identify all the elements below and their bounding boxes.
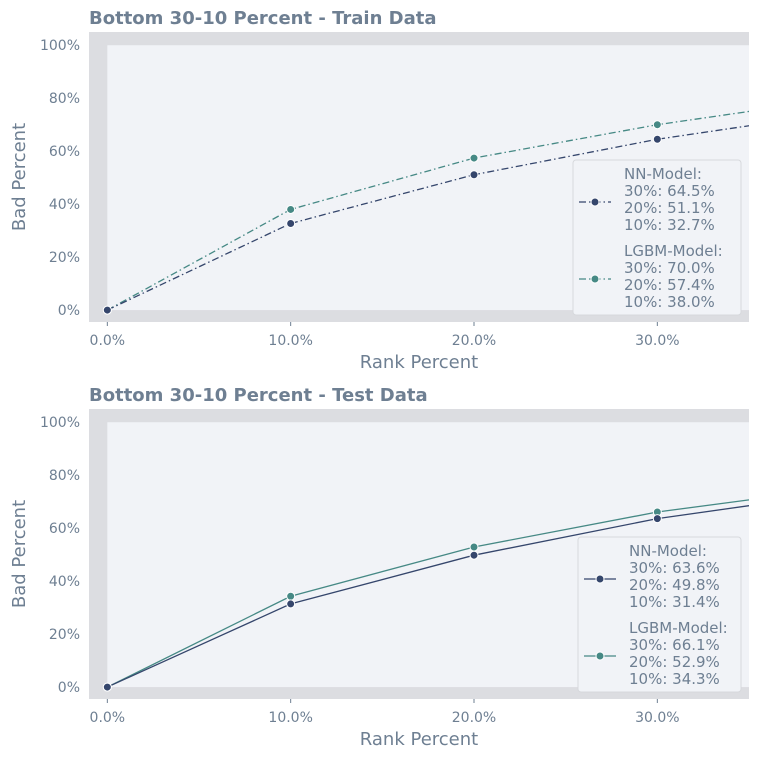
- data-point: [652, 120, 662, 130]
- y-tick-label: 0%: [58, 303, 80, 319]
- legend-text: 30%: 63.6%: [629, 559, 720, 577]
- data-point: [286, 204, 296, 214]
- y-tick-label: 60%: [49, 144, 80, 160]
- legend-text: 10%: 31.4%: [629, 593, 720, 611]
- x-tick-label: 30.0%: [635, 710, 679, 726]
- data-point: [469, 170, 479, 180]
- y-tick-label: 80%: [49, 91, 80, 107]
- legend-text: 10%: 34.3%: [629, 670, 720, 688]
- data-point: [286, 591, 296, 601]
- legend-text: NN-Model:: [624, 165, 702, 183]
- data-point: [102, 682, 112, 692]
- y-tick-label: 80%: [49, 468, 80, 484]
- legend: [572, 159, 742, 316]
- x-tick-label: 0.0%: [90, 710, 126, 726]
- y-tick-label: 100%: [40, 38, 80, 54]
- data-point: [469, 153, 479, 163]
- legend-text: 30%: 66.1%: [629, 636, 720, 654]
- y-axis-label: Bad Percent: [9, 123, 30, 231]
- y-tick-label: 0%: [58, 680, 80, 696]
- legend-text: 20%: 52.9%: [629, 653, 720, 671]
- legend-text: 30%: 70.0%: [624, 259, 715, 277]
- data-point: [286, 599, 296, 609]
- x-axis-label: Rank Percent: [360, 729, 478, 750]
- y-tick-label: 60%: [49, 521, 80, 537]
- legend-text: 30%: 64.5%: [624, 182, 715, 200]
- x-tick-label: 20.0%: [452, 710, 496, 726]
- data-point: [652, 514, 662, 524]
- chart-title: Bottom 30-10 Percent - Test Data: [89, 385, 428, 406]
- legend: [577, 536, 742, 693]
- y-tick-label: 100%: [40, 415, 80, 431]
- legend-marker: [595, 574, 605, 584]
- y-tick-label: 40%: [49, 574, 80, 590]
- data-point: [102, 305, 112, 315]
- data-point: [469, 550, 479, 560]
- legend-text: 10%: 38.0%: [624, 293, 715, 311]
- panel-1: Bottom 30-10 Percent - Test Data 0% 20% 40%…: [9, 385, 750, 750]
- data-point: [652, 134, 662, 144]
- y-axis-label: Bad Percent: [9, 500, 30, 608]
- legend-text: 10%: 32.7%: [624, 216, 715, 234]
- legend-text: 20%: 57.4%: [624, 276, 715, 294]
- legend-marker: [590, 274, 600, 284]
- chart-title: Bottom 30-10 Percent - Train Data: [89, 8, 437, 29]
- data-point: [469, 542, 479, 552]
- x-axis-label: Rank Percent: [360, 352, 478, 373]
- x-tick-label: 0.0%: [90, 333, 126, 349]
- data-point: [286, 218, 296, 228]
- y-tick-label: 20%: [49, 250, 80, 266]
- x-tick-label: 10.0%: [268, 710, 312, 726]
- legend-marker: [590, 197, 600, 207]
- legend-text: 20%: 49.8%: [629, 576, 720, 594]
- y-tick-label: 40%: [49, 197, 80, 213]
- legend-text: LGBM-Model:: [624, 242, 723, 260]
- legend-marker: [595, 651, 605, 661]
- x-tick-label: 20.0%: [452, 333, 496, 349]
- y-tick-label: 20%: [49, 627, 80, 643]
- legend-text: NN-Model:: [629, 542, 707, 560]
- panel-0: Bottom 30-10 Percent - Train Data 0% 20% 40…: [9, 8, 750, 373]
- legend-text: LGBM-Model:: [629, 619, 728, 637]
- legend-text: 20%: 51.1%: [624, 199, 715, 217]
- x-tick-label: 10.0%: [268, 333, 312, 349]
- x-tick-label: 30.0%: [635, 333, 679, 349]
